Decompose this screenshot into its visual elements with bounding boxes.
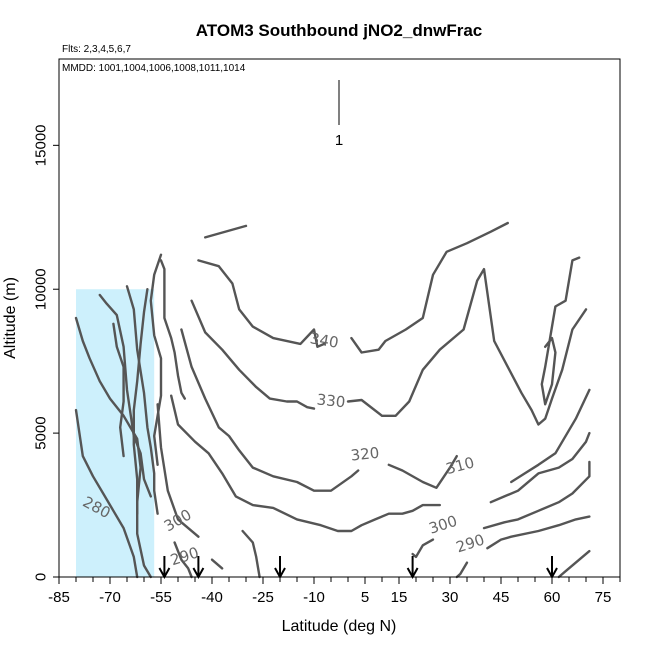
contour-lines	[74, 221, 591, 579]
x-tick-label: 30	[442, 589, 459, 606]
colorbar-value-label: 1	[335, 132, 343, 149]
x-tick-label: 45	[493, 589, 510, 606]
contour-line-300-11	[156, 403, 200, 538]
x-axis-label: Latitude (deg N)	[282, 618, 397, 635]
flight-arrow-3	[406, 556, 419, 580]
y-tick-label: 0	[33, 573, 50, 581]
contour-label-6: 300	[161, 505, 195, 535]
contour-label-0: 340	[309, 329, 340, 352]
contour-line-290-16	[210, 558, 224, 570]
contour-line-340-0	[204, 224, 248, 239]
contour-label-5: 290	[454, 530, 487, 556]
y-tick-label: 10000	[33, 268, 50, 310]
x-tick-label: 5	[361, 589, 369, 606]
contour-label-1: 330	[316, 391, 346, 412]
contour-line-280-20	[74, 316, 152, 579]
x-tick-label: 75	[595, 589, 612, 606]
contour-line-320-6	[180, 328, 360, 492]
contour-label-3: 310	[444, 453, 476, 478]
plot-frame	[58, 58, 621, 578]
y-tick-label: 15000	[33, 124, 50, 166]
contour-line-310-10	[489, 431, 591, 504]
flight-arrow-4	[546, 556, 558, 580]
dates-subtitle: MMDD: 1001,1004,1006,1008,1011,1014	[62, 63, 246, 74]
x-tick-label: -25	[252, 589, 274, 606]
y-tick-label: 5000	[33, 416, 50, 449]
contour-line-280-22	[98, 293, 152, 498]
contour-line-280-27	[112, 322, 125, 458]
flights-subtitle: Flts: 2,3,4,5,6,7	[62, 44, 131, 55]
x-tick-label: -40	[201, 589, 223, 606]
contour-line-280-26	[159, 259, 186, 400]
contour-line-280-25	[149, 253, 163, 466]
contour-line-320-7	[387, 454, 458, 489]
x-tick-label: -85	[48, 589, 70, 606]
contour-line-280-24	[132, 288, 149, 515]
contour-label-2: 320	[350, 444, 380, 465]
contour-line-280-23	[125, 285, 159, 515]
x-tick-label: -10	[303, 589, 325, 606]
x-tick-label: -70	[99, 589, 121, 606]
contour-line-340-1	[197, 259, 326, 348]
contour-line-300-13	[411, 538, 435, 559]
contour-line-340-3	[540, 256, 581, 406]
contour-line-330-5	[346, 267, 588, 426]
contour-line-280-21	[74, 408, 139, 579]
x-tick-label: 60	[544, 589, 561, 606]
contour-line-290-19	[557, 549, 591, 579]
contour-line-300-12	[241, 529, 261, 579]
flight-arrow-0	[158, 556, 171, 580]
contour-line-290-17	[455, 561, 469, 579]
contour-label-4: 300	[427, 512, 460, 538]
flight-arrow-2	[274, 556, 286, 580]
contour-line-300-14	[482, 460, 591, 530]
y-axis-label: Altitude (m)	[2, 277, 19, 359]
x-axis: -85 -70 -55 -40 -25 -10 5 15 30 45 60 75	[48, 577, 621, 606]
contour-line-310-9	[170, 394, 441, 533]
contour-line-320-8	[510, 388, 591, 484]
contour-line-330-4	[190, 299, 316, 410]
chart-title: ATOM3 Southbound jNO2_dnwFrac	[196, 21, 483, 40]
contour-line-290-15	[173, 541, 193, 579]
contour-line-290-18	[486, 515, 591, 550]
flight-arrows	[158, 556, 558, 580]
x-tick-label: -55	[150, 589, 172, 606]
flight-arrow-1	[192, 556, 205, 580]
y-axis: 0 5000 10000 15000	[33, 124, 59, 581]
contour-line-340-2	[350, 221, 509, 354]
contour-label-7: 290	[168, 543, 201, 569]
x-tick-label: 15	[391, 589, 408, 606]
